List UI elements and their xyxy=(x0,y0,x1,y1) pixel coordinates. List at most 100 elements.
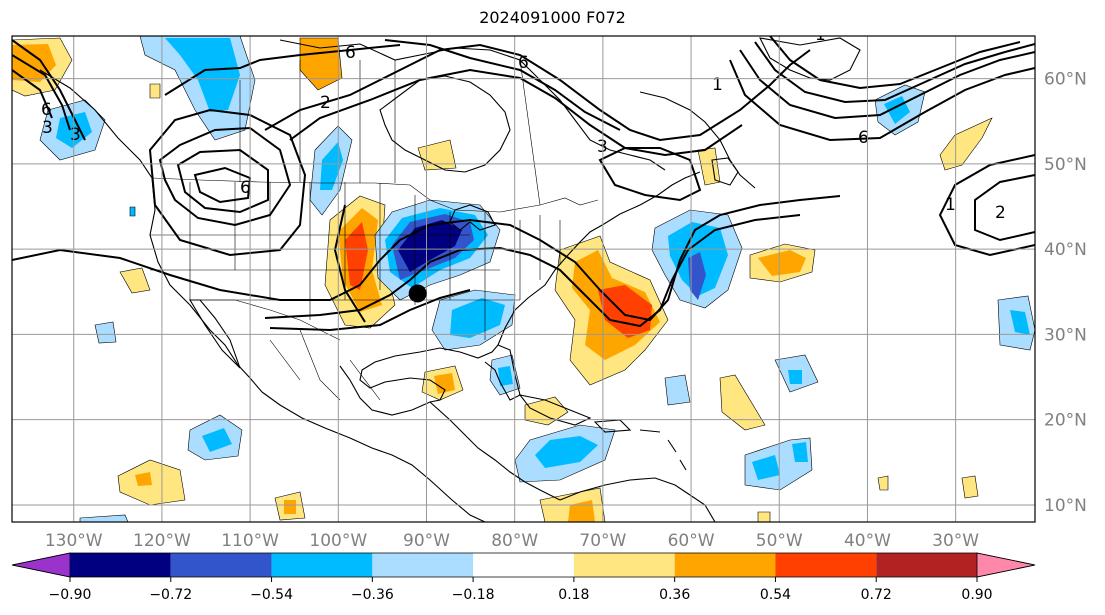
contours xyxy=(12,36,1035,332)
contour-label: 6 xyxy=(858,128,869,148)
shade-midatl-orange-core xyxy=(758,250,806,276)
coast-gulf-mexico xyxy=(339,344,521,416)
shade-pac-orange-3 xyxy=(284,500,296,514)
shade-central-blue-core xyxy=(320,142,343,190)
shaded-field xyxy=(12,36,1035,522)
contour-atl-ridge-1 xyxy=(739,49,1035,120)
coast-us-east xyxy=(497,171,701,346)
shade-carib-blue-core xyxy=(535,436,598,468)
shade-trough-orange-core xyxy=(345,222,368,290)
longitude-tick-label: 130°W xyxy=(45,531,103,551)
contour-west-trough-1 xyxy=(158,126,292,227)
contour-label: 6 xyxy=(240,178,251,198)
shade-sa-orange xyxy=(568,500,595,522)
coast-greenland xyxy=(759,37,861,81)
coast-great-lakes xyxy=(449,204,496,231)
contour-broad-ridge-2 xyxy=(289,68,743,157)
longitude-tick-label: 120°W xyxy=(133,531,191,551)
longitude-tick-label: 30°W xyxy=(932,531,979,551)
mexico-states xyxy=(269,329,381,401)
coast-west-north-america xyxy=(39,69,263,393)
latitude-tick-label: 60°N xyxy=(1044,70,1087,90)
shade-atl-blue-3-core xyxy=(788,370,802,384)
graticule xyxy=(12,36,1035,522)
colorbar-bin xyxy=(573,553,675,577)
shade-e-blue-core xyxy=(1010,310,1030,335)
map-frame xyxy=(11,35,1036,523)
longitude-tick-label: 40°W xyxy=(844,531,891,551)
contour-label: 1 xyxy=(945,195,956,215)
latitude-tick-label: 10°N xyxy=(1044,496,1087,516)
colorbar-bin xyxy=(271,553,373,577)
contour-label: 3 xyxy=(70,125,81,145)
contour-label: 2 xyxy=(320,93,331,113)
contour-label: 1 xyxy=(712,75,723,95)
contour-trough-main-2 xyxy=(264,214,801,328)
shade-pac-yellow xyxy=(119,267,151,294)
border-us-canada xyxy=(151,177,599,213)
coast-mexico-west xyxy=(261,391,486,522)
shade-atl-yellow-2 xyxy=(719,374,766,431)
coast-south-america xyxy=(559,477,716,522)
shade-cuba-yellow xyxy=(524,396,569,426)
contour-atl-low-2 xyxy=(974,174,1035,242)
shade-atl-blue-core xyxy=(688,252,706,300)
longitude-tick-label: 80°W xyxy=(491,531,538,551)
shade-pac-blue-3 xyxy=(79,514,129,522)
longitude-tick-label: 90°W xyxy=(403,531,450,551)
contour-atl-ridge-2 xyxy=(754,41,1035,104)
latitude-tick-label: 20°N xyxy=(1044,411,1087,431)
contour-west-outer-1 xyxy=(148,108,307,257)
coast-hispaniola xyxy=(593,419,632,433)
colorbar-tick-label: −0.54 xyxy=(250,587,293,603)
colorbar-bin xyxy=(674,553,776,577)
colorbar-tick-label: 0.18 xyxy=(558,587,589,603)
colorbar-extend-high xyxy=(976,552,1036,578)
coast-pr-islands xyxy=(639,429,687,471)
contour-label: 3 xyxy=(42,118,53,138)
shade-natl-yellow xyxy=(939,117,993,171)
map-canvas: 6 3 1 2 6 3 6 6 1 2 6 1 3 xyxy=(12,25,1035,522)
contour-ne-small xyxy=(598,147,702,202)
colorbar-tick-label: 0.72 xyxy=(861,587,892,603)
colorbar-tick-label: 0.54 xyxy=(760,587,791,603)
latitude-tick-label: 40°N xyxy=(1044,240,1087,260)
shade-small-blue xyxy=(129,206,136,217)
shade-pac-blue-2-core xyxy=(202,428,232,452)
latitude-tick-label: 50°N xyxy=(1044,155,1087,175)
colorbar-tick-label: −0.90 xyxy=(49,587,92,603)
shade-hudson-yellow xyxy=(417,139,457,171)
contour-label: 1 xyxy=(815,25,826,45)
longitude-tick-label: 110°W xyxy=(221,531,279,551)
shade-gulf-orange-core xyxy=(434,373,455,394)
contour-west-trough-3 xyxy=(193,166,252,204)
contour-label: 2 xyxy=(995,203,1006,223)
map-title: 2024091000 F072 xyxy=(479,8,626,27)
shade-small-yellow-1 xyxy=(149,83,161,99)
contour-broad-ridge-3 xyxy=(384,39,621,131)
longitude-tick-label: 70°W xyxy=(579,531,626,551)
shade-n-blue-core xyxy=(165,38,240,112)
contour-atl-ridge-3 xyxy=(769,36,1021,90)
contour-trough-main-1 xyxy=(12,195,841,322)
colorbar-bin xyxy=(170,553,272,577)
latitude-labels: 60°N 50°N 40°N 30°N 20°N 10°N xyxy=(1044,70,1087,516)
coast-canada-north xyxy=(279,39,666,171)
longitude-tick-label: 100°W xyxy=(309,531,367,551)
colorbar-extend-low xyxy=(11,552,71,578)
colorbar-tick-label: −0.36 xyxy=(351,587,394,603)
contour-label: 6 xyxy=(41,100,52,120)
colorbar-tick-label: −0.18 xyxy=(452,587,495,603)
shade-atl-yellow-small xyxy=(961,475,979,499)
coast-newfoundland xyxy=(711,157,739,186)
latitude-tick-label: 30°N xyxy=(1044,325,1087,345)
shade-pac-orange-2 xyxy=(135,472,152,486)
shade-sa-yellow-small xyxy=(757,511,771,522)
coast-central-america xyxy=(429,401,561,501)
shade-atl-blue-2 xyxy=(664,374,691,406)
colorbar: −0.90 −0.72 −0.54 −0.36 −0.18 0.18 0.36 0.54 0.7… xyxy=(11,552,1036,603)
shade-pac-blue xyxy=(94,321,117,344)
contour-west-ridge-1 xyxy=(12,39,86,141)
colorbar-tick-label: 0.90 xyxy=(961,587,992,603)
colorbar-bin xyxy=(876,553,977,577)
